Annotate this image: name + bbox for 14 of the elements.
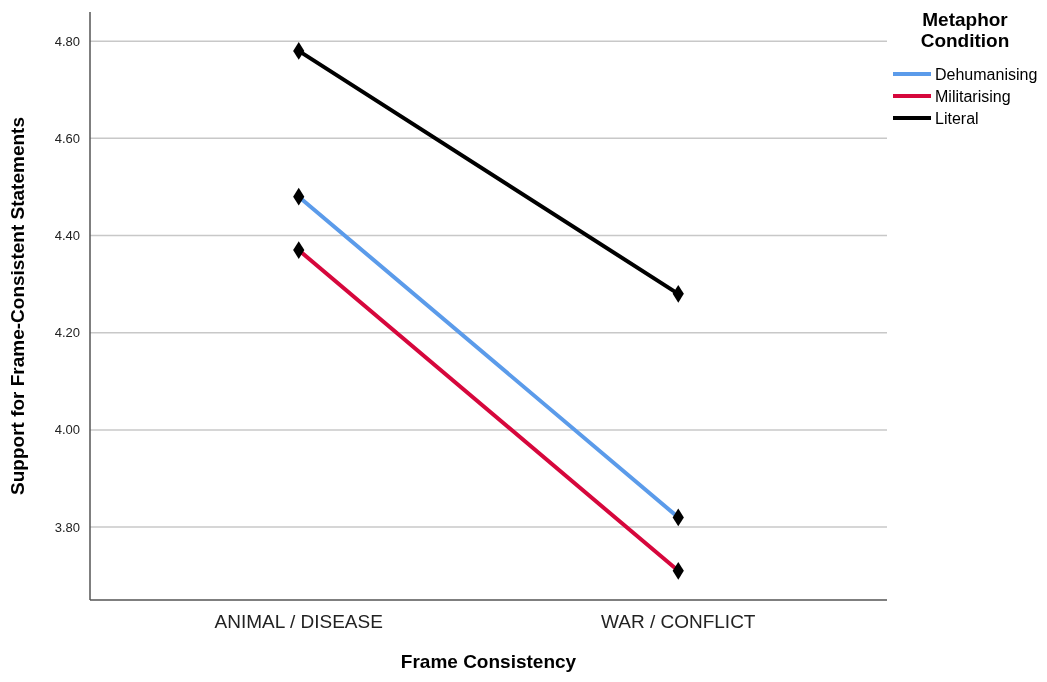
legend-label: Dehumanising xyxy=(935,65,1038,83)
x-axis-title: Frame Consistency xyxy=(400,651,577,672)
y-axis-title: Support for Frame-Consistent Statements xyxy=(7,117,28,495)
y-tick-label: 4.00 xyxy=(54,422,80,438)
legend-label: Militarising xyxy=(935,87,1011,105)
x-tick-label: ANIMAL / DISEASE xyxy=(214,611,383,632)
y-tick-label: 4.80 xyxy=(54,33,80,49)
y-tick-label: 4.60 xyxy=(54,130,80,146)
x-tick-label: WAR / CONFLICT xyxy=(601,611,756,632)
legend-title: Metaphor Condition xyxy=(920,9,1010,51)
legend-label: Literal xyxy=(935,109,979,127)
y-tick-label: 4.40 xyxy=(54,228,80,244)
y-tick-label: 3.80 xyxy=(54,519,80,535)
y-tick-label: 4.20 xyxy=(54,325,80,341)
